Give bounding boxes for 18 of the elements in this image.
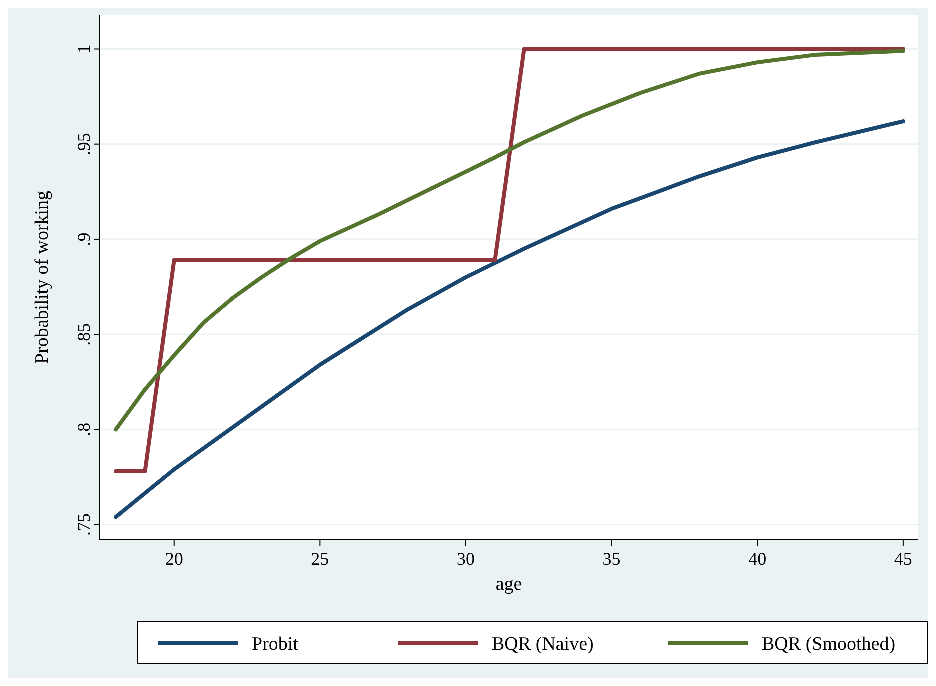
legend-label: BQR (Naive) bbox=[492, 634, 594, 655]
y-tick-label: .95 bbox=[74, 133, 94, 156]
x-axis-title: age bbox=[496, 574, 522, 595]
x-tick-label: 40 bbox=[748, 549, 767, 569]
x-tick-label: 45 bbox=[894, 549, 912, 569]
y-tick-label: .9 bbox=[74, 232, 94, 246]
line-series bbox=[114, 120, 906, 520]
x-tick-label: 20 bbox=[165, 549, 184, 569]
y-tick-label: 1 bbox=[74, 44, 94, 54]
y-tick-label: .8 bbox=[74, 422, 94, 436]
y-tick-label: .85 bbox=[74, 323, 94, 346]
y-axis-title: Probability of working bbox=[32, 190, 53, 364]
legend-label: Probit bbox=[252, 634, 300, 655]
x-tick-label: 35 bbox=[602, 549, 621, 569]
x-tick-label: 30 bbox=[456, 549, 475, 569]
legend-label: BQR (Smoothed) bbox=[762, 634, 896, 655]
x-tick-label: 25 bbox=[311, 549, 330, 569]
y-tick-label: .75 bbox=[74, 514, 94, 536]
